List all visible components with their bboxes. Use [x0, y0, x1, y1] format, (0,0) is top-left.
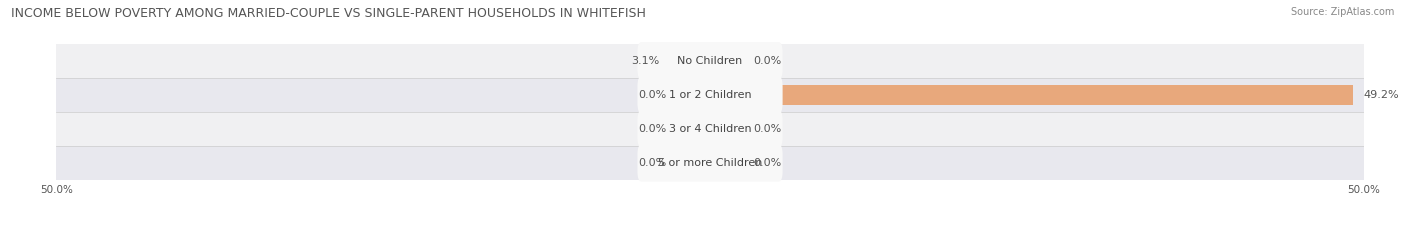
Text: 0.0%: 0.0% — [754, 124, 782, 134]
Bar — [56, 112, 1364, 146]
Bar — [710, 85, 1354, 105]
Bar — [710, 119, 742, 139]
Bar — [710, 153, 742, 173]
Text: Source: ZipAtlas.com: Source: ZipAtlas.com — [1291, 7, 1395, 17]
Text: 49.2%: 49.2% — [1364, 90, 1399, 100]
Bar — [678, 153, 710, 173]
Text: 0.0%: 0.0% — [754, 158, 782, 168]
Bar — [669, 51, 710, 71]
Text: 1 or 2 Children: 1 or 2 Children — [669, 90, 751, 100]
FancyBboxPatch shape — [637, 76, 783, 113]
Text: 0.0%: 0.0% — [638, 158, 666, 168]
Text: 0.0%: 0.0% — [638, 124, 666, 134]
FancyBboxPatch shape — [637, 144, 783, 182]
Bar — [56, 146, 1364, 180]
Text: INCOME BELOW POVERTY AMONG MARRIED-COUPLE VS SINGLE-PARENT HOUSEHOLDS IN WHITEFI: INCOME BELOW POVERTY AMONG MARRIED-COUPL… — [11, 7, 647, 20]
FancyBboxPatch shape — [637, 110, 783, 147]
Text: No Children: No Children — [678, 56, 742, 66]
Text: 5 or more Children: 5 or more Children — [658, 158, 762, 168]
Bar — [678, 85, 710, 105]
Text: 0.0%: 0.0% — [638, 90, 666, 100]
Text: 3.1%: 3.1% — [631, 56, 659, 66]
Bar — [56, 78, 1364, 112]
Bar — [678, 119, 710, 139]
Bar — [56, 44, 1364, 78]
Text: 0.0%: 0.0% — [754, 56, 782, 66]
FancyBboxPatch shape — [637, 42, 783, 79]
Text: 3 or 4 Children: 3 or 4 Children — [669, 124, 751, 134]
Bar — [710, 51, 742, 71]
